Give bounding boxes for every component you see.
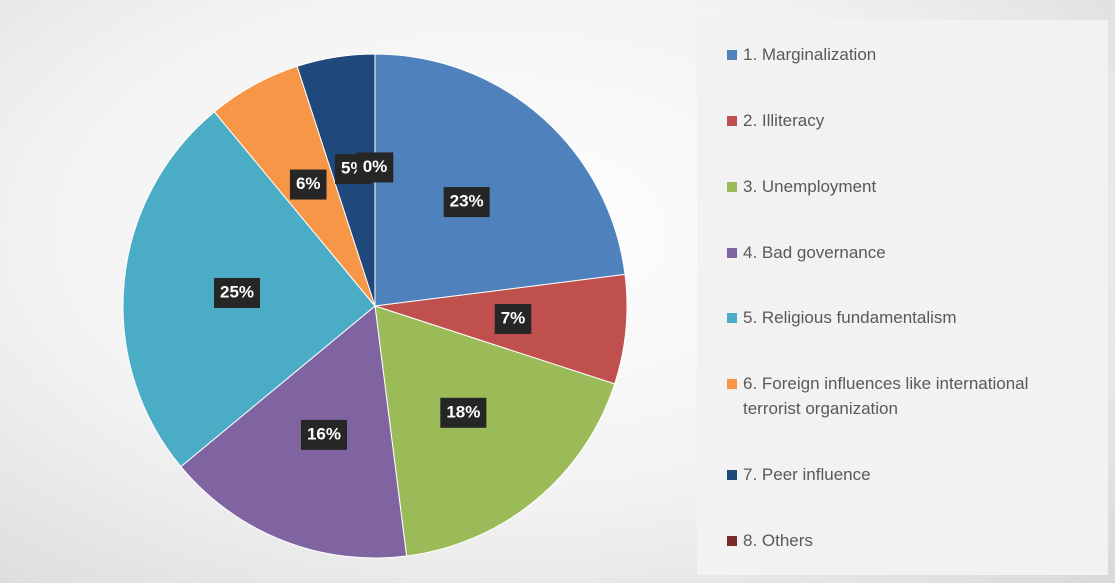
legend-label: 5. Religious fundamentalism — [743, 308, 957, 328]
data-label-box — [289, 169, 327, 200]
pie-area: 23%7%18%16%25%6%5%0% — [122, 53, 628, 559]
data-label-text: 7% — [501, 309, 526, 328]
legend: 1. Marginalization 2. Illiteracy 3. Unempl… — [697, 20, 1108, 575]
data-label-box — [494, 304, 532, 335]
data-label: 23% — [443, 187, 490, 218]
legend-swatch — [727, 115, 737, 126]
legend-label: 6. Foreign influences like international… — [743, 374, 1029, 419]
data-label: 16% — [300, 419, 347, 450]
legend-swatch — [727, 313, 737, 324]
pie-slice — [374, 305, 616, 557]
legend-swatch — [727, 535, 737, 546]
legend-label: 7. Peer influence — [743, 465, 871, 485]
data-label-text: 23% — [450, 192, 484, 211]
legend-item: 7. Peer influence — [727, 462, 1088, 487]
legend-item: 4. Bad governance — [727, 240, 1088, 265]
legend-item: 6. Foreign influences like international… — [727, 371, 1088, 421]
legend-item: 5. Religious fundamentalism — [727, 305, 1088, 330]
legend-swatch — [727, 379, 737, 390]
data-label-text: 6% — [296, 174, 321, 193]
legend-item: 1. Marginalization — [727, 42, 1088, 67]
legend-label: 8. Others — [743, 530, 813, 550]
data-label: 0% — [356, 152, 394, 183]
data-label: 7% — [494, 304, 532, 335]
legend-label: 2. Illiteracy — [743, 110, 825, 130]
data-label-box — [213, 277, 261, 308]
data-label-box — [443, 187, 490, 218]
legend-swatch — [727, 181, 737, 192]
data-label-text: 18% — [446, 402, 480, 421]
data-label-text: 25% — [220, 282, 254, 301]
data-label-text: 16% — [307, 424, 341, 443]
legend-item: 8. Others — [727, 528, 1088, 553]
legend-swatch — [727, 470, 737, 481]
legend-label: 3. Unemployment — [743, 176, 877, 196]
data-label: 6% — [289, 169, 327, 200]
legend-item: 3. Unemployment — [727, 174, 1088, 199]
data-label-box — [356, 152, 394, 183]
legend-item: 2. Illiteracy — [727, 108, 1088, 133]
data-label-box — [440, 397, 487, 428]
legend-label: 4. Bad governance — [743, 242, 886, 262]
pie-slice — [374, 53, 626, 307]
data-label: 25% — [213, 277, 261, 308]
data-label-text: 0% — [363, 157, 388, 176]
data-label-box — [300, 419, 347, 450]
legend-label: 1. Marginalization — [743, 45, 877, 64]
legend-swatch — [727, 50, 737, 60]
pie-slice — [180, 305, 408, 559]
legend-swatch — [727, 247, 737, 258]
data-label: 18% — [440, 397, 487, 428]
